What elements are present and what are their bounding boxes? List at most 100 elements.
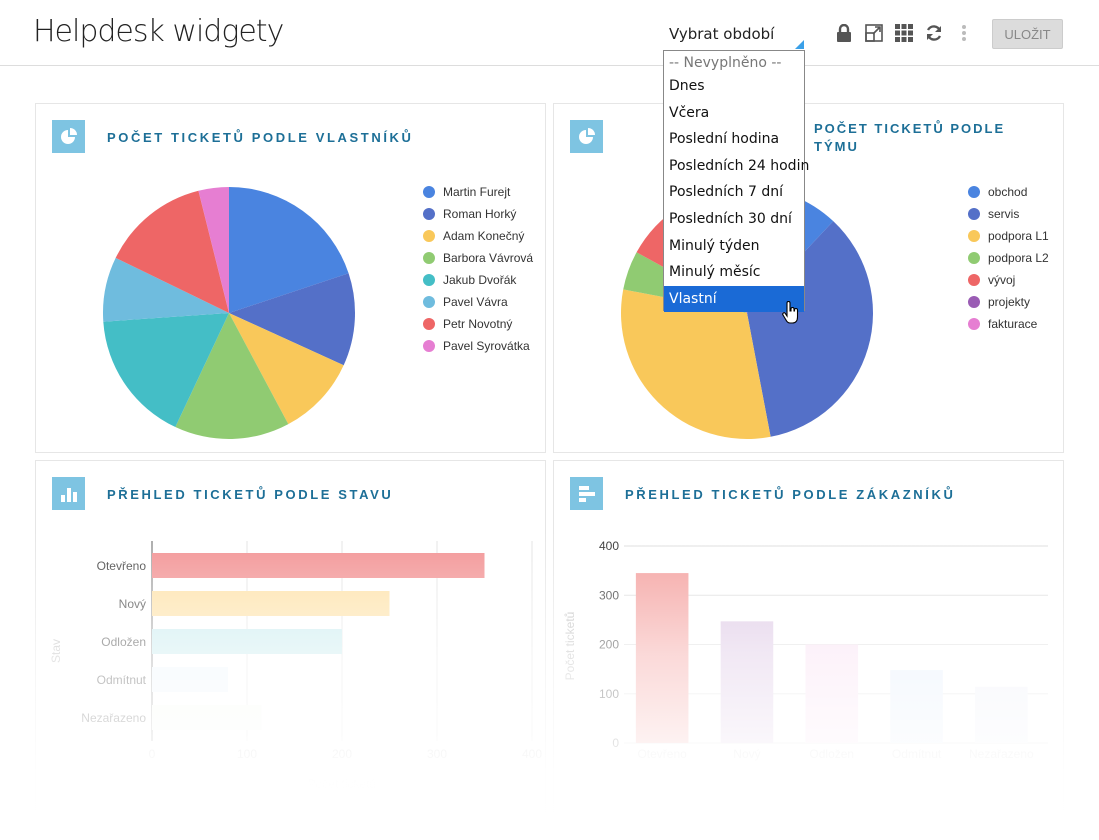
legend-label: Jakub Dvořák — [443, 273, 517, 287]
y-tick-label: Odmítnut — [97, 673, 147, 687]
legend-swatch — [968, 186, 980, 198]
grid-icon[interactable] — [894, 22, 914, 44]
period-select[interactable]: Vybrat období — [669, 25, 775, 43]
x-tick-label: 300 — [427, 747, 447, 761]
dropdown-option[interactable]: Posledních 7 dní — [669, 184, 783, 201]
pie-slice[interactable] — [103, 257, 229, 322]
header-divider — [0, 65, 1099, 66]
x-tick-label: 200 — [332, 747, 352, 761]
legend-item[interactable]: Pavel Syrovátka — [423, 335, 533, 357]
legend-swatch — [423, 274, 435, 286]
y-axis-label: Stav — [49, 639, 63, 663]
pie-slice[interactable] — [103, 313, 229, 428]
y-tick-label: Nový — [119, 597, 146, 611]
legend-item[interactable]: vývoj — [968, 269, 1049, 291]
legend-label: vývoj — [988, 273, 1016, 287]
y-tick-label: Odložen — [101, 635, 146, 649]
bar[interactable] — [635, 573, 689, 743]
pie-slice[interactable] — [621, 289, 771, 439]
pie-chart — [103, 187, 355, 440]
legend-label: servis — [988, 207, 1020, 221]
y-axis-label: Počet ticketů — [563, 612, 577, 681]
external-link-icon[interactable] — [864, 22, 884, 44]
pie-slice[interactable] — [115, 190, 229, 313]
bar[interactable] — [152, 591, 390, 616]
bar[interactable] — [152, 705, 262, 730]
legend-swatch — [423, 186, 435, 198]
dropdown-option-placeholder[interactable]: -- Nevyplněno -- — [669, 55, 782, 71]
x-tick-label: Odmítnut — [892, 747, 942, 761]
pie-chart-icon — [570, 120, 603, 153]
x-tick-label: 400 — [522, 747, 542, 761]
chart-legend: obchod servis podpora L1 podpora L2 vývoj pro… — [968, 181, 1049, 335]
bar[interactable] — [152, 553, 485, 578]
dropdown-option[interactable]: Včera — [669, 104, 710, 121]
dropdown-option[interactable]: Poslední hodina — [669, 131, 780, 148]
legend-swatch — [968, 274, 980, 286]
widget-team-pie: Počet ticketů podle týmu obchod servis pod… — [553, 103, 1064, 453]
legend-label: Pavel Vávra — [443, 295, 508, 309]
legend-swatch — [968, 208, 980, 220]
widget-title: Počet ticketů podle týmu — [814, 121, 1006, 154]
y-tick-label: Otevřeno — [97, 559, 147, 573]
dropdown-option-selected[interactable]: Vlastní — [664, 285, 804, 313]
legend-label: podpora L2 — [988, 251, 1049, 265]
widget-customer-bar: Přehled ticketů podle zákazníků 0 100 200 3… — [553, 460, 1064, 840]
legend-item[interactable]: Petr Novotný — [423, 313, 533, 335]
horizontal-bar-icon — [570, 477, 603, 510]
y-tick-label: 100 — [599, 687, 619, 701]
pie-slice[interactable] — [175, 313, 289, 440]
legend-item[interactable]: Adam Konečný — [423, 225, 533, 247]
bar[interactable] — [720, 621, 774, 743]
period-dropdown[interactable]: -- Nevyplněno -- Dnes Včera Poslední hod… — [663, 50, 810, 324]
legend-item[interactable]: Roman Horký — [423, 203, 533, 225]
horizontal-bar-chart: 0 100 200 300 400 Otevřeno Nový Odložen Odmítnut… — [49, 541, 542, 791]
x-tick-label: Otevřeno — [637, 747, 687, 761]
legend-item[interactable]: podpora L2 — [968, 247, 1049, 269]
x-axis-label: Počet ticketů — [308, 777, 377, 791]
pie-slice[interactable] — [229, 313, 344, 425]
lock-icon[interactable] — [834, 22, 854, 44]
bar[interactable] — [975, 686, 1028, 743]
dropdown-option[interactable]: Posledních 30 dní — [669, 210, 792, 227]
legend-item[interactable]: projekty — [968, 291, 1049, 313]
legend-label: fakturace — [988, 317, 1038, 331]
legend-label: obchod — [988, 185, 1028, 199]
pie-slice[interactable] — [229, 187, 349, 313]
save-button[interactable]: ULOŽIT — [992, 19, 1063, 49]
legend-item[interactable]: obchod — [968, 181, 1049, 203]
pie-slice[interactable] — [747, 221, 873, 437]
chart-legend: Martin Furejt Roman Horký Adam Konečný Barb… — [423, 181, 533, 357]
y-tick-label: Nezařazeno — [81, 711, 146, 725]
bar[interactable] — [890, 670, 943, 743]
refresh-icon[interactable] — [924, 22, 944, 44]
legend-item[interactable]: Pavel Vávra — [423, 291, 533, 313]
y-tick-label: 300 — [599, 588, 619, 602]
dropdown-option[interactable]: Minulý týden — [669, 237, 760, 254]
pie-slice[interactable] — [229, 273, 355, 366]
bar[interactable] — [152, 667, 228, 692]
dropdown-option[interactable]: Minulý měsíc — [669, 264, 761, 281]
bar[interactable] — [152, 629, 342, 654]
legend-label: podpora L1 — [988, 229, 1049, 243]
pie-slice[interactable] — [198, 187, 229, 313]
legend-item[interactable]: Barbora Vávrová — [423, 247, 533, 269]
y-tick-label: 400 — [599, 539, 619, 553]
dropdown-option[interactable]: Dnes — [669, 78, 705, 94]
dropdown-option[interactable]: Posledních 24 hodin — [669, 157, 810, 174]
legend-item[interactable]: podpora L1 — [968, 225, 1049, 247]
more-vertical-icon[interactable] — [954, 22, 974, 44]
bar[interactable] — [805, 644, 859, 744]
legend-item[interactable]: Jakub Dvořák — [423, 269, 533, 291]
widget-owner-pie: Počet ticketů podle vlastníků Martin Fur… — [35, 103, 546, 453]
legend-item[interactable]: servis — [968, 203, 1049, 225]
x-tick-label: 0 — [149, 747, 156, 761]
legend-item[interactable]: Martin Furejt — [423, 181, 533, 203]
legend-swatch — [968, 252, 980, 264]
legend-item[interactable]: fakturace — [968, 313, 1049, 335]
legend-label: Barbora Vávrová — [443, 251, 534, 265]
legend-label: projekty — [988, 295, 1031, 309]
legend-swatch — [423, 318, 435, 330]
legend-swatch — [968, 318, 980, 330]
legend-swatch — [423, 340, 435, 352]
